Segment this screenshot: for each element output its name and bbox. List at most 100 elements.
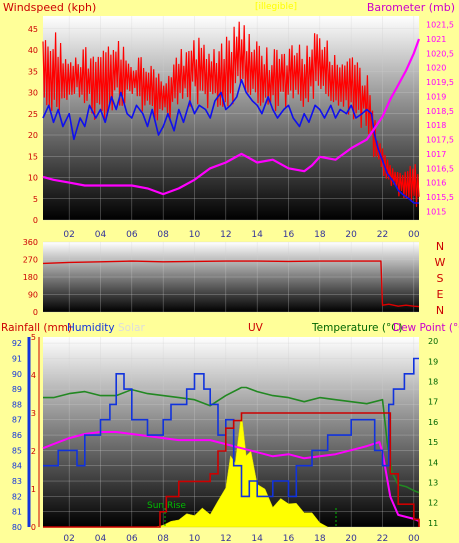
humidity-tick-label: 92 xyxy=(12,339,22,348)
barometer-tick-label: 1018,5 xyxy=(426,107,454,116)
rainfall-axis-title: Rainfall (mm) xyxy=(1,322,72,334)
temperature-tick-label: 12 xyxy=(428,499,438,508)
direction-axis: 360 270 180 90 0 xyxy=(23,238,38,317)
barometer-tick-label: 1015,5 xyxy=(426,193,454,202)
direction-grid xyxy=(43,241,419,313)
wind-time-tick-label: 18 xyxy=(314,230,326,240)
humidity-tick-label: 84 xyxy=(12,462,22,471)
temperature-time-tick-label: 06 xyxy=(126,534,138,543)
temperature-tick-label: 18 xyxy=(428,377,438,386)
windspeed-tick-label: 0 xyxy=(33,216,38,225)
compass-label: W xyxy=(435,256,446,269)
temperature-line xyxy=(43,386,420,494)
humidity-tick-label: 87 xyxy=(12,416,22,425)
barometer-tick-label: 1016 xyxy=(426,179,446,188)
wind-time-tick-label: 04 xyxy=(95,230,107,240)
temperature-axis-title: Temperature (°C) xyxy=(311,322,403,334)
wind-time-tick-label: 08 xyxy=(157,230,169,240)
uv-line xyxy=(43,412,420,528)
humidity-tick-label: 90 xyxy=(12,370,22,379)
temperature-time-tick-label: 18 xyxy=(314,534,326,543)
temperature-tick-label: 15 xyxy=(428,438,438,447)
temperature-time-tick-label: 12 xyxy=(220,534,231,543)
wind-time-axis: 02 04 06 08 10 12 14 16 18 20 22 00 xyxy=(63,230,419,240)
temperature-series xyxy=(42,357,420,528)
temperature-time-tick-label: 16 xyxy=(283,534,295,543)
barometer-tick-label: 1019,5 xyxy=(426,78,454,87)
wind-plot-area xyxy=(43,16,419,220)
rainfall-tick-label: 4 xyxy=(31,371,36,380)
wind-time-tick-label: 16 xyxy=(283,230,295,240)
direction-tick-label: 270 xyxy=(23,256,38,265)
wind-time-tick-label: 12 xyxy=(220,230,231,240)
temperature-time-tick-label: 08 xyxy=(157,534,169,543)
rainfall-tick-label: 5 xyxy=(31,333,36,342)
temperature-time-axis: 02 04 06 08 10 12 14 16 18 20 22 00 xyxy=(63,534,419,543)
direction-tick-label: 360 xyxy=(23,238,38,247)
wind-series xyxy=(42,21,421,207)
sun-rise-label: Sun Rise xyxy=(147,501,186,511)
humidity-tick-label: 80 xyxy=(12,523,22,532)
humidity-tick-label: 83 xyxy=(12,477,22,486)
temperature-tick-label: 13 xyxy=(428,479,438,488)
rainfall-axis: 0 1 2 3 4 5 xyxy=(31,333,40,532)
direction-series xyxy=(42,260,420,308)
windspeed-tick-label: 30 xyxy=(28,89,38,98)
humidity-axis-title: Humidity xyxy=(67,322,115,334)
rainfall-tick-label: 3 xyxy=(31,409,36,418)
wind-time-tick-label: 10 xyxy=(189,230,201,240)
barometer-tick-label: 1017,5 xyxy=(426,136,454,145)
temperature-tick-label: 14 xyxy=(428,458,438,467)
direction-line xyxy=(42,260,420,308)
humidity-tick-label: 81 xyxy=(12,508,22,517)
wind-time-tick-label: 22 xyxy=(377,230,388,240)
compass-label: S xyxy=(437,272,444,285)
solar-axis-title: Solar xyxy=(118,322,145,334)
windspeed-tick-label: 15 xyxy=(28,152,38,161)
rainfall-tick-label: 1 xyxy=(31,485,36,494)
rainfall-tick-label: 2 xyxy=(31,447,36,456)
windspeed-tick-label: 5 xyxy=(33,195,38,204)
windspeed-tick-label: 45 xyxy=(28,25,38,34)
temperature-tick-label: 17 xyxy=(428,398,438,407)
compass-label: N xyxy=(436,240,444,253)
wind-time-tick-label: 00 xyxy=(408,230,420,240)
barometer-tick-label: 1016,5 xyxy=(426,164,454,173)
dew-point-axis-title: Dew Point (°C) xyxy=(393,322,459,334)
wind-time-tick-label: 06 xyxy=(126,230,138,240)
wind-time-tick-label: 02 xyxy=(63,230,74,240)
compass-label: N xyxy=(436,304,444,317)
barometer-tick-label: 1015 xyxy=(426,207,446,216)
direction-tick-label: 180 xyxy=(23,273,38,282)
temperature-time-tick-label: 04 xyxy=(95,534,107,543)
temperature-tick-label: 19 xyxy=(428,357,438,366)
windspeed-tick-label: 25 xyxy=(28,110,38,119)
barometer-tick-label: 1020 xyxy=(426,64,446,73)
humidity-tick-label: 86 xyxy=(12,431,22,440)
humidity-tick-label: 88 xyxy=(12,400,22,409)
windspeed-tick-label: 35 xyxy=(28,67,38,76)
temperature-time-tick-label: 14 xyxy=(251,534,263,543)
temperature-time-tick-label: 22 xyxy=(377,534,388,543)
humidity-line xyxy=(43,357,419,498)
windspeed-axis-title: Windspeed (kph) xyxy=(3,1,96,14)
rainfall-tick-label: 0 xyxy=(31,523,36,532)
temperature-tick-label: 11 xyxy=(428,519,438,528)
average-wind-line xyxy=(42,79,419,204)
barometer-tick-label: 1017 xyxy=(426,150,446,159)
humidity-tick-label: 82 xyxy=(12,492,22,501)
temperature-time-tick-label: 10 xyxy=(189,534,201,543)
barometer-axis-title: Barometer (mb) xyxy=(367,1,455,14)
windspeed-tick-label: 10 xyxy=(28,174,38,183)
humidity-axis: 80 81 82 83 84 85 86 87 88 89 90 91 92 xyxy=(12,337,31,532)
dew-point-line xyxy=(42,431,420,522)
temperature-time-tick-label: 20 xyxy=(345,534,357,543)
barometer-tick-label: 1021,5 xyxy=(426,21,454,30)
barometer-axis: 1015 1015,5 1016 1016,5 1017 1017,5 1018 1018,5… xyxy=(426,21,454,217)
direction-tick-label: 90 xyxy=(28,291,38,300)
humidity-tick-label: 89 xyxy=(12,385,22,394)
gust-line xyxy=(42,21,420,207)
barometer-tick-label: 1019 xyxy=(426,92,446,101)
